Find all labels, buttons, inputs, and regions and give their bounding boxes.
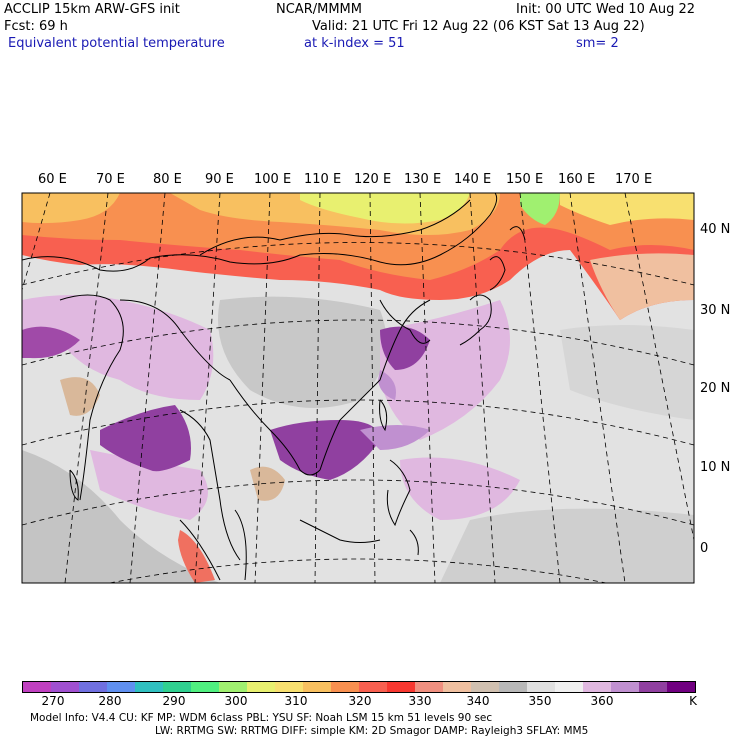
color-bar-label: 360 [590,694,614,708]
lon-label: 70 E [96,172,125,187]
lon-label: 80 E [153,172,182,187]
model-info-line1: Model Info: V4.4 CU: KF MP: WDM 6class P… [30,712,493,724]
color-bar-swatch [583,682,611,692]
lon-label: 170 E [615,172,653,187]
color-bar-swatch [471,682,499,692]
lon-label: 150 E [506,172,544,187]
color-bar-swatch [443,682,471,692]
map-frame [21,192,695,584]
model-title: ACCLIP 15km ARW-GFS init [4,2,180,17]
color-bar-swatch [387,682,415,692]
color-bar-swatch [79,682,107,692]
lon-label: 160 E [558,172,596,187]
lat-label: 0 [700,541,709,556]
graticule [22,193,694,583]
coastlines [22,193,526,581]
color-bar-label: 350 [528,694,552,708]
lat-label: 30 N [700,303,731,318]
color-bar-swatch [275,682,303,692]
lon-label: 100 E [254,172,292,187]
lon-label: 130 E [404,172,442,187]
lon-label: 140 E [454,172,492,187]
valid-time: Valid: 21 UTC Fri 12 Aug 22 (06 KST Sat … [312,19,645,34]
color-bar-swatch [191,682,219,692]
color-bar-swatch [415,682,443,692]
color-bar-swatch [331,682,359,692]
lat-label: 40 N [700,222,731,237]
lon-label: 120 E [354,172,392,187]
level-label: at k-index = 51 [304,36,405,51]
color-bar-label: 340 [466,694,490,708]
lat-label: 20 N [700,381,731,396]
color-bar-swatch [23,682,51,692]
color-bar-swatch [163,682,191,692]
color-bar [22,681,696,693]
color-bar-swatch [499,682,527,692]
color-bar-swatch [555,682,583,692]
color-bar-label: 330 [408,694,432,708]
lon-label: 90 E [205,172,234,187]
color-bar-label: 280 [98,694,122,708]
color-bar-label: 320 [348,694,372,708]
color-bar-swatch [527,682,555,692]
color-bar-swatch [303,682,331,692]
forecast-hour: Fcst: 69 h [4,19,68,34]
lon-label: 110 E [304,172,342,187]
theta-e-field [22,193,694,583]
color-bar-swatch [359,682,387,692]
color-bar-swatch [247,682,275,692]
lat-label: 10 N [700,460,731,475]
smoothing-label: sm= 2 [576,36,619,51]
color-bar-unit: K [689,694,697,708]
field-name: Equivalent potential temperature [8,36,225,51]
init-time: Init: 00 UTC Wed 10 Aug 22 [516,2,696,17]
color-bar-swatch [107,682,135,692]
color-bar-swatch [639,682,667,692]
lon-label: 60 E [38,172,67,187]
color-bar-label: 300 [224,694,248,708]
color-bar-swatch [135,682,163,692]
color-bar-label: 270 [41,694,65,708]
model-info-line2: LW: RRTMG SW: RRTMG DIFF: simple KM: 2D … [155,725,589,737]
org-label: NCAR/MMMM [276,2,362,17]
color-bar-label: 310 [284,694,308,708]
color-bar-swatch [219,682,247,692]
color-bar-swatch [667,682,695,692]
color-bar-swatch [51,682,79,692]
color-bar-swatch [611,682,639,692]
color-bar-label: 290 [162,694,186,708]
